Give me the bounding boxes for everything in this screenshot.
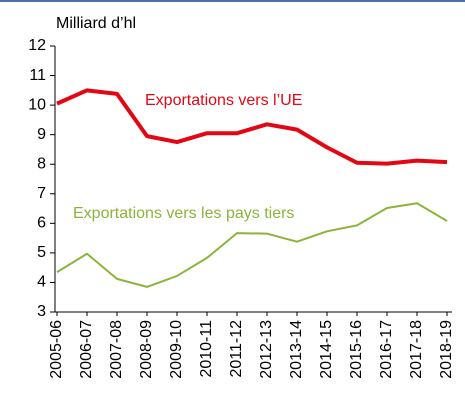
x-tick-label: 2011-12 [228,320,245,378]
x-tick-label: 2007-08 [108,320,125,379]
x-tick-label: 2008-09 [138,320,155,379]
x-tick-label: 2017-18 [408,320,425,379]
x-tick-label: 2014-15 [318,320,335,379]
x-tick-label: 2012-13 [258,320,275,379]
top-rule [0,0,465,2]
y-tick-label: 6 [37,215,46,232]
y-tick-label: 8 [37,155,46,172]
series-label: Exportations vers les pays tiers [73,205,294,222]
y-tick-label: 4 [37,274,46,291]
y-tick-label: 11 [29,67,46,84]
y-axis-label: Milliard d’hl [56,15,136,32]
x-tick-label: 2015-16 [348,320,365,379]
x-tick-label: 2018-19 [438,320,455,379]
series-line [56,88,448,166]
x-tick-label: 2005-06 [48,320,65,379]
x-tick-label: 2010-11 [198,320,215,378]
y-tick-label: 12 [28,37,46,54]
series-label: Exportations vers l’UE [145,92,302,109]
y-tick-label: 10 [28,96,46,113]
y-tick-label: 9 [37,126,46,143]
y-tick-label: 5 [37,244,46,261]
y-tick-label: 3 [37,303,46,320]
x-tick-label: 2006-07 [78,320,95,379]
y-tick-label: 7 [37,185,46,202]
x-tick-label: 2013-14 [288,320,305,379]
x-tick-label: 2016-17 [378,320,395,379]
x-tick-label: 2009-10 [168,320,185,379]
series-line [56,202,448,288]
